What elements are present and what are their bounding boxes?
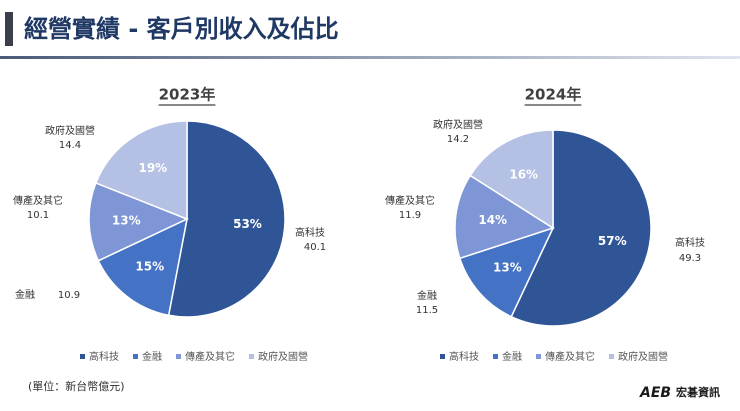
footnote: (單位：新台幣億元) [28, 379, 125, 393]
slice-label: 57% [598, 234, 627, 248]
pie-slice [469, 129, 554, 230]
title-bar [5, 12, 13, 46]
pie-slice [88, 181, 189, 262]
pie-slice [510, 129, 652, 327]
slice-label: 53% [233, 217, 262, 231]
legend-label: 高科技 [89, 350, 119, 363]
legend-label: 金融 [142, 350, 162, 363]
logo-text: 宏碁資訊 [676, 385, 720, 399]
slice-label: 14% [478, 213, 507, 227]
pie-slice [167, 120, 286, 318]
title-rule [0, 56, 740, 59]
category-label: 金融 [417, 289, 437, 302]
amount-label: 11.9 [399, 210, 421, 221]
legend-label: 政府及國營 [618, 350, 668, 363]
amount-label: 14.4 [59, 140, 81, 151]
category-label: 政府及國營 [45, 124, 95, 137]
amount-label: 49.3 [679, 253, 701, 264]
legend-swatch [80, 354, 85, 359]
amount-label: 10.9 [58, 290, 80, 301]
legend-label: 傳產及其它 [185, 350, 235, 363]
slice-label: 19% [138, 161, 167, 175]
amount-label: 10.1 [27, 210, 49, 221]
slice-label: 16% [509, 167, 538, 181]
legend-label: 高科技 [449, 350, 479, 363]
legend-swatch [176, 354, 181, 359]
slice-label: 13% [112, 213, 141, 227]
pie-slice [97, 217, 189, 317]
category-label: 傳產及其它 [385, 194, 435, 207]
amount-label: 11.5 [416, 305, 438, 316]
slide-title: 經營實績 - 客戶別收入及佔比 [24, 15, 339, 43]
amount-label: 14.2 [447, 134, 469, 145]
category-label: 高科技 [295, 226, 325, 239]
legend-swatch [440, 354, 445, 359]
amount-label: 40.1 [304, 242, 326, 253]
legend-swatch [493, 354, 498, 359]
pie-slice [94, 120, 188, 221]
category-label: 政府及國營 [433, 118, 483, 131]
legend-label: 政府及國營 [258, 350, 308, 363]
category-label: 金融 [15, 288, 35, 301]
slice-label: 15% [135, 260, 164, 274]
legend-swatch [609, 354, 614, 359]
legend-label: 傳產及其它 [545, 350, 595, 363]
pie-slice [454, 174, 555, 260]
category-label: 高科技 [675, 236, 705, 249]
legend-swatch [536, 354, 541, 359]
chart-title: 2024年 [525, 86, 582, 104]
chart-title: 2023年 [159, 86, 216, 104]
legend-swatch [249, 354, 254, 359]
category-label: 傳產及其它 [13, 194, 63, 207]
logo-mark: AEB [639, 385, 671, 401]
legend-swatch [133, 354, 138, 359]
slice-label: 13% [493, 261, 522, 275]
legend-label: 金融 [502, 350, 522, 363]
pie-slice [458, 226, 555, 318]
